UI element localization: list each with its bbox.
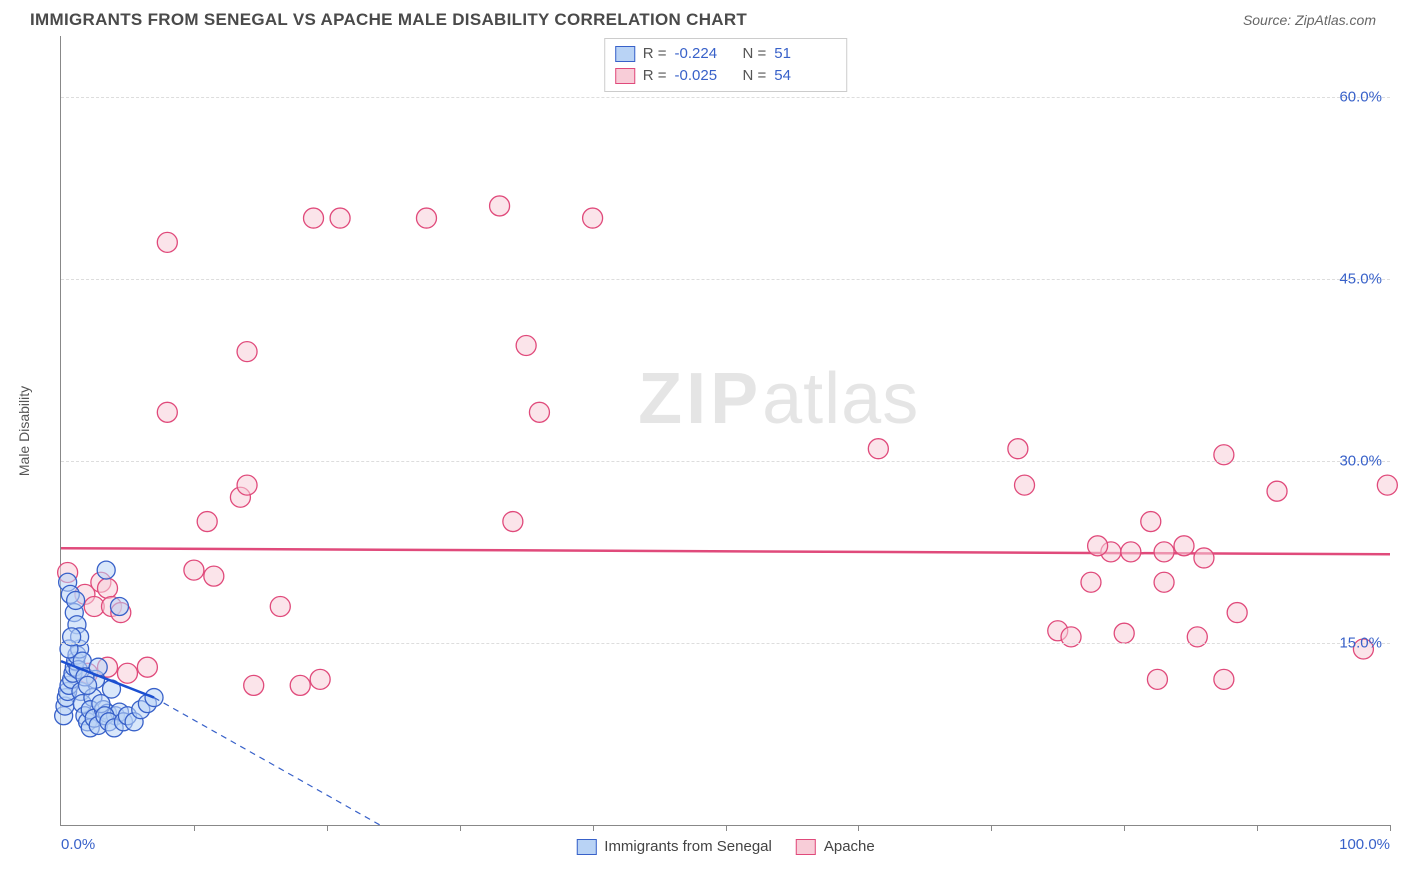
r-value: -0.025 [675,65,735,87]
r-label: R = [643,43,667,65]
gridline [61,97,1390,98]
plot-area: ZIPatlas R = -0.224 N = 51 R = -0.025 N … [60,36,1390,826]
x-tick [593,825,594,831]
source-label: Source: [1243,12,1291,28]
legend-label-senegal: Immigrants from Senegal [604,838,772,855]
x-max-label: 100.0% [1339,836,1390,853]
n-label: N = [743,43,767,65]
x-tick [991,825,992,831]
legend-swatch-blue [615,46,635,62]
x-tick [858,825,859,831]
legend-swatch-senegal [576,839,596,855]
y-tick-label: 60.0% [1339,88,1382,105]
chart-title: IMMIGRANTS FROM SENEGAL VS APACHE MALE D… [30,10,747,30]
legend-item-senegal: Immigrants from Senegal [576,838,772,855]
y-tick-label: 30.0% [1339,452,1382,469]
legend-item-apache: Apache [796,838,875,855]
x-tick [460,825,461,831]
legend-swatch-pink [615,68,635,84]
legend-row-pink: R = -0.025 N = 54 [615,65,835,87]
n-value: 51 [774,43,834,65]
x-min-label: 0.0% [61,836,95,853]
n-value: 54 [774,65,834,87]
y-tick-label: 15.0% [1339,634,1382,651]
x-tick [726,825,727,831]
n-label: N = [743,65,767,87]
y-tick-label: 45.0% [1339,270,1382,287]
gridline [61,279,1390,280]
legend-top: R = -0.224 N = 51 R = -0.025 N = 54 [604,38,848,92]
chart-source: Source: ZipAtlas.com [1243,12,1376,28]
gridline [61,461,1390,462]
y-axis-label: Male Disability [16,386,32,476]
source-value: ZipAtlas.com [1295,12,1376,28]
x-tick [1124,825,1125,831]
plot-svg [61,36,1390,825]
x-tick [194,825,195,831]
r-label: R = [643,65,667,87]
legend-bottom: Immigrants from Senegal Apache [576,838,874,855]
r-value: -0.224 [675,43,735,65]
legend-row-blue: R = -0.224 N = 51 [615,43,835,65]
chart-header: IMMIGRANTS FROM SENEGAL VS APACHE MALE D… [0,0,1406,36]
x-tick [1390,825,1391,831]
legend-label-apache: Apache [824,838,875,855]
legend-swatch-apache [796,839,816,855]
gridline [61,643,1390,644]
plot-wrapper: Male Disability ZIPatlas R = -0.224 N = … [30,36,1376,826]
x-tick [327,825,328,831]
x-tick [1257,825,1258,831]
